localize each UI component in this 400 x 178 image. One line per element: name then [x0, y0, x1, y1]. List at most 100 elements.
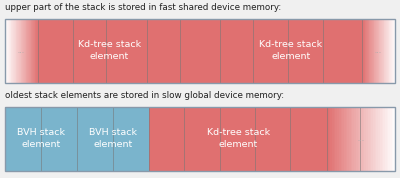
- Bar: [339, 107, 340, 171]
- Bar: [358, 107, 359, 171]
- Bar: [387, 19, 388, 83]
- Bar: [382, 107, 383, 171]
- Bar: [390, 107, 392, 171]
- Text: ...: ...: [357, 134, 365, 143]
- Bar: [180, 19, 220, 83]
- Bar: [337, 107, 339, 171]
- Bar: [367, 19, 368, 83]
- Bar: [364, 107, 366, 171]
- Bar: [385, 107, 387, 171]
- Bar: [371, 107, 373, 171]
- Bar: [356, 107, 358, 171]
- Bar: [351, 107, 352, 171]
- Bar: [8, 19, 9, 83]
- Bar: [10, 19, 11, 83]
- Bar: [373, 107, 375, 171]
- Bar: [21, 19, 22, 83]
- Bar: [13, 19, 14, 83]
- Bar: [20, 19, 21, 83]
- Bar: [30, 19, 31, 83]
- Bar: [12, 19, 13, 83]
- Bar: [378, 107, 380, 171]
- Bar: [31, 19, 32, 83]
- Bar: [393, 19, 394, 83]
- Bar: [334, 107, 336, 171]
- Bar: [346, 107, 347, 171]
- Bar: [354, 107, 356, 171]
- Bar: [370, 19, 371, 83]
- Text: Kd-tree stack
element: Kd-tree stack element: [259, 40, 322, 61]
- Bar: [5, 19, 6, 83]
- Bar: [361, 107, 363, 171]
- Bar: [370, 107, 371, 171]
- Bar: [394, 19, 395, 83]
- Bar: [379, 19, 380, 83]
- Bar: [377, 19, 378, 83]
- Bar: [25, 19, 26, 83]
- Bar: [11, 19, 12, 83]
- Bar: [376, 107, 378, 171]
- Bar: [391, 19, 392, 83]
- Bar: [37, 19, 38, 83]
- Bar: [24, 19, 25, 83]
- Bar: [6, 19, 7, 83]
- Bar: [382, 19, 383, 83]
- Bar: [394, 107, 395, 171]
- Bar: [328, 107, 330, 171]
- Bar: [332, 107, 334, 171]
- Bar: [383, 107, 385, 171]
- Bar: [35, 19, 36, 83]
- Bar: [330, 107, 332, 171]
- Bar: [5, 19, 395, 83]
- Bar: [7, 19, 8, 83]
- Bar: [371, 19, 372, 83]
- Text: BVH stack
element: BVH stack element: [17, 129, 65, 149]
- Bar: [369, 19, 370, 83]
- Bar: [327, 107, 328, 171]
- Bar: [352, 107, 354, 171]
- Bar: [5, 107, 77, 171]
- Bar: [342, 107, 344, 171]
- Bar: [383, 19, 384, 83]
- Bar: [32, 19, 33, 83]
- Text: BVH stack
element: BVH stack element: [89, 129, 137, 149]
- Bar: [392, 107, 394, 171]
- Bar: [336, 107, 337, 171]
- Bar: [384, 19, 385, 83]
- Bar: [9, 19, 10, 83]
- Bar: [15, 19, 16, 83]
- Bar: [347, 107, 349, 171]
- Bar: [380, 19, 381, 83]
- Bar: [359, 107, 361, 171]
- Bar: [363, 107, 364, 171]
- Bar: [364, 19, 365, 83]
- Text: ...: ...: [18, 46, 25, 55]
- Bar: [344, 107, 346, 171]
- Bar: [381, 19, 382, 83]
- Bar: [363, 19, 364, 83]
- Text: Kd-tree stack
element: Kd-tree stack element: [78, 40, 141, 61]
- Bar: [28, 19, 29, 83]
- Bar: [220, 19, 362, 83]
- Bar: [349, 107, 351, 171]
- Text: ...: ...: [375, 46, 382, 55]
- Bar: [366, 107, 368, 171]
- Text: Kd-tree stack
element: Kd-tree stack element: [206, 129, 270, 149]
- Bar: [376, 19, 377, 83]
- Bar: [385, 19, 386, 83]
- Bar: [380, 107, 382, 171]
- Bar: [29, 19, 30, 83]
- Bar: [368, 19, 369, 83]
- Bar: [36, 19, 37, 83]
- Bar: [362, 19, 363, 83]
- Bar: [388, 19, 389, 83]
- Bar: [23, 19, 24, 83]
- Bar: [373, 19, 374, 83]
- Bar: [366, 19, 367, 83]
- Bar: [372, 19, 373, 83]
- Bar: [16, 19, 17, 83]
- Bar: [38, 19, 180, 83]
- Bar: [389, 19, 390, 83]
- Bar: [149, 107, 327, 171]
- Bar: [27, 19, 28, 83]
